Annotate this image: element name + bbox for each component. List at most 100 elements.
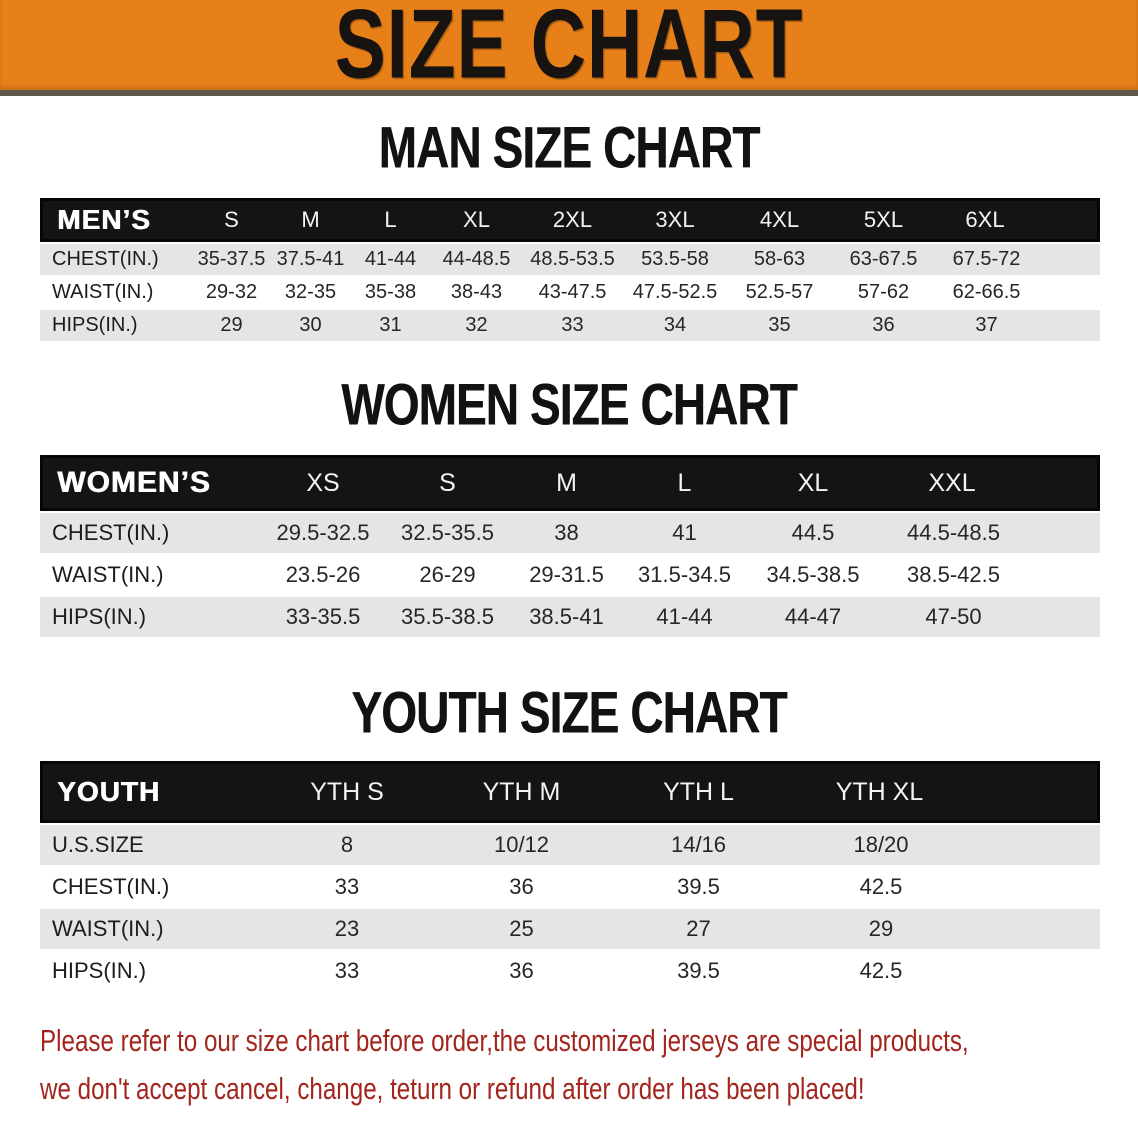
value-cell: 35.5-38.5 bbox=[386, 595, 509, 639]
column-header: YTH M bbox=[434, 761, 609, 823]
column-header: S bbox=[192, 198, 271, 242]
row-label-cell: WAIST(IN.) bbox=[40, 555, 260, 595]
youth-table-body: U.S.SIZE 8 10/12 14/16 18/20 CHEST(IN.) 33 36 39… bbox=[40, 823, 1100, 991]
column-header: XL bbox=[745, 455, 881, 511]
table-row: U.S.SIZE 8 10/12 14/16 18/20 bbox=[40, 823, 1100, 867]
column-header: YTH XL bbox=[788, 761, 1100, 823]
value-cell: 29-31.5 bbox=[509, 555, 624, 595]
value-cell: 38 bbox=[509, 511, 624, 555]
row-label-cell: HIPS(IN.) bbox=[40, 951, 260, 991]
disclaimer: Please refer to our size chart before or… bbox=[40, 1017, 1138, 1113]
table-row: CHEST(IN.) 33 36 39.5 42.5 bbox=[40, 867, 1100, 907]
man-section-title: MAN SIZE CHART bbox=[0, 115, 1138, 181]
value-cell: 33 bbox=[260, 867, 434, 907]
men-table-header: MEN’S S M L XL 2XL 3XL 4XL 5XL 6XL bbox=[40, 198, 1100, 242]
table-row: HIPS(IN.) 33-35.5 35.5-38.5 38.5-41 41-44 44-… bbox=[40, 595, 1100, 639]
column-header: 6XL bbox=[935, 198, 1100, 242]
value-cell: 34 bbox=[623, 308, 727, 343]
column-header: XL bbox=[431, 198, 522, 242]
row-label-cell: WAIST(IN.) bbox=[40, 907, 260, 951]
men-size-table: MEN’S S M L XL 2XL 3XL 4XL 5XL 6XL CHEST(IN.) 35-3… bbox=[40, 198, 1100, 343]
row-label-cell: WAIST(IN.) bbox=[40, 277, 192, 308]
value-cell: 41-44 bbox=[350, 242, 431, 277]
value-cell: 39.5 bbox=[609, 867, 788, 907]
value-cell: 14/16 bbox=[609, 823, 788, 867]
youth-section-title-text: YOUTH SIZE CHART bbox=[351, 680, 787, 746]
women-table-header: WOMEN’S XS S M L XL XXL bbox=[40, 455, 1100, 511]
value-cell: 58-63 bbox=[727, 242, 832, 277]
banner-title: SIZE CHART bbox=[334, 0, 804, 100]
value-cell: 36 bbox=[434, 951, 609, 991]
row-label-cell: CHEST(IN.) bbox=[40, 242, 192, 277]
value-cell: 41-44 bbox=[624, 595, 745, 639]
column-header: M bbox=[509, 455, 624, 511]
column-header: L bbox=[350, 198, 431, 242]
value-cell: 27 bbox=[609, 907, 788, 951]
value-cell: 29 bbox=[192, 308, 271, 343]
value-cell: 34.5-38.5 bbox=[745, 555, 881, 595]
value-cell: 41 bbox=[624, 511, 745, 555]
table-corner-label: MEN’S bbox=[40, 198, 192, 242]
value-cell: 33 bbox=[522, 308, 623, 343]
table-row: CHEST(IN.) 35-37.5 37.5-41 41-44 44-48.5 48.5… bbox=[40, 242, 1100, 277]
value-cell: 32.5-35.5 bbox=[386, 511, 509, 555]
value-cell: 38-43 bbox=[431, 277, 522, 308]
value-cell: 26-29 bbox=[386, 555, 509, 595]
column-header: YTH S bbox=[260, 761, 434, 823]
value-cell: 57-62 bbox=[832, 277, 935, 308]
disclaimer-line-1: Please refer to our size chart before or… bbox=[40, 1023, 969, 1058]
column-header: XXL bbox=[881, 455, 1100, 511]
value-cell: 32-35 bbox=[271, 277, 350, 308]
column-header: 2XL bbox=[522, 198, 623, 242]
value-cell: 44-48.5 bbox=[431, 242, 522, 277]
value-cell: 31.5-34.5 bbox=[624, 555, 745, 595]
table-row: HIPS(IN.) 33 36 39.5 42.5 bbox=[40, 951, 1100, 991]
women-table-body: CHEST(IN.) 29.5-32.5 32.5-35.5 38 41 44.5 44.5… bbox=[40, 511, 1100, 639]
value-cell: 35-38 bbox=[350, 277, 431, 308]
disclaimer-line-2: we don't accept cancel, change, teturn o… bbox=[40, 1071, 865, 1106]
value-cell: 52.5-57 bbox=[727, 277, 832, 308]
table-corner-label: WOMEN’S bbox=[40, 455, 260, 511]
women-size-table: WOMEN’S XS S M L XL XXL CHEST(IN.) 29.5-32.5 32.… bbox=[40, 455, 1100, 639]
value-cell: 25 bbox=[434, 907, 609, 951]
value-cell: 35-37.5 bbox=[192, 242, 271, 277]
value-cell: 37.5-41 bbox=[271, 242, 350, 277]
value-cell: 29.5-32.5 bbox=[260, 511, 386, 555]
value-cell: 33 bbox=[260, 951, 434, 991]
value-cell: 37 bbox=[935, 308, 1100, 343]
value-cell: 35 bbox=[727, 308, 832, 343]
value-cell: 29-32 bbox=[192, 277, 271, 308]
table-header-row: WOMEN’S XS S M L XL XXL bbox=[40, 455, 1100, 511]
value-cell: 36 bbox=[832, 308, 935, 343]
value-cell: 44.5 bbox=[745, 511, 881, 555]
table-row: WAIST(IN.) 29-32 32-35 35-38 38-43 43-47.5 47.… bbox=[40, 277, 1100, 308]
size-chart-banner: SIZE CHART bbox=[0, 0, 1138, 96]
value-cell: 63-67.5 bbox=[832, 242, 935, 277]
value-cell: 47.5-52.5 bbox=[623, 277, 727, 308]
value-cell: 38.5-42.5 bbox=[881, 555, 1100, 595]
table-row: WAIST(IN.) 23.5-26 26-29 29-31.5 31.5-34.5 34… bbox=[40, 555, 1100, 595]
value-cell: 8 bbox=[260, 823, 434, 867]
value-cell: 30 bbox=[271, 308, 350, 343]
value-cell: 47-50 bbox=[881, 595, 1100, 639]
value-cell: 31 bbox=[350, 308, 431, 343]
youth-section-title: YOUTH SIZE CHART bbox=[0, 680, 1138, 746]
row-label-cell: HIPS(IN.) bbox=[40, 595, 260, 639]
column-header: YTH L bbox=[609, 761, 788, 823]
value-cell: 32 bbox=[431, 308, 522, 343]
men-table-body: CHEST(IN.) 35-37.5 37.5-41 41-44 44-48.5 48.5… bbox=[40, 242, 1100, 343]
youth-table-header: YOUTH YTH S YTH M YTH L YTH XL bbox=[40, 761, 1100, 823]
column-header: L bbox=[624, 455, 745, 511]
value-cell: 18/20 bbox=[788, 823, 1100, 867]
table-row: WAIST(IN.) 23 25 27 29 bbox=[40, 907, 1100, 951]
column-header: 5XL bbox=[832, 198, 935, 242]
women-section-title: WOMEN SIZE CHART bbox=[0, 376, 1138, 434]
value-cell: 29 bbox=[788, 907, 1100, 951]
table-row: CHEST(IN.) 29.5-32.5 32.5-35.5 38 41 44.5 44.5… bbox=[40, 511, 1100, 555]
column-header: S bbox=[386, 455, 509, 511]
youth-size-table: YOUTH YTH S YTH M YTH L YTH XL U.S.SIZE 8 10/1… bbox=[40, 761, 1100, 991]
man-section-title-text: MAN SIZE CHART bbox=[378, 115, 761, 181]
row-label-cell: U.S.SIZE bbox=[40, 823, 260, 867]
value-cell: 23.5-26 bbox=[260, 555, 386, 595]
